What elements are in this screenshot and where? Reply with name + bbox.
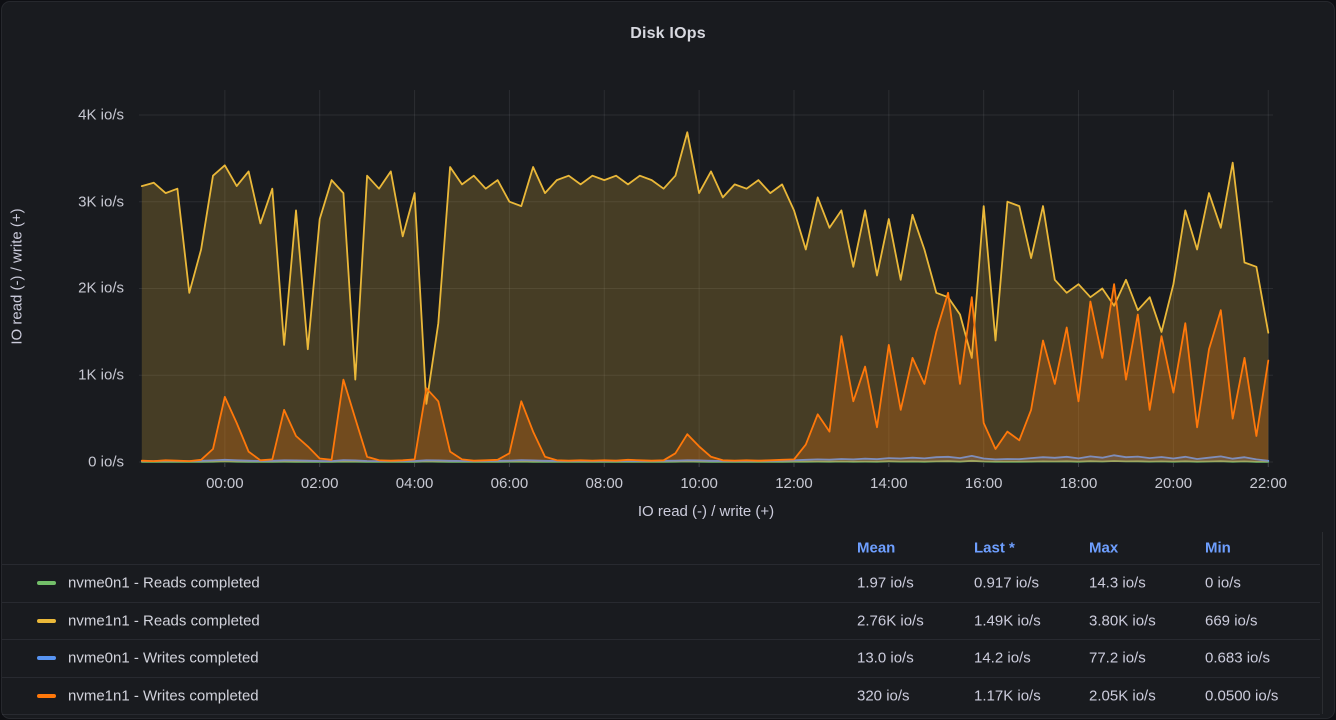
x-tick-label: 18:00 <box>1059 475 1098 492</box>
legend-value-last: 1.49K io/s <box>974 612 1041 630</box>
series-color-swatch[interactable] <box>37 693 56 698</box>
x-tick-label: 12:00 <box>775 475 813 492</box>
x-tick-label: 16:00 <box>964 475 1003 492</box>
y-tick-label: 3K io/s <box>78 193 124 211</box>
legend-value-mean: 320 io/s <box>857 687 910 705</box>
legend-value-last: 0.917 io/s <box>974 574 1040 592</box>
legend-row-nvme1n1-writes-completed: nvme1n1 - Writes completed 320 io/s 1.17K … <box>2 676 1320 715</box>
series-label[interactable]: nvme1n1 - Reads completed <box>68 612 260 630</box>
legend-row-nvme0n1-reads-completed: nvme0n1 - Reads completed 1.97 io/s 0.917 … <box>2 564 1320 602</box>
series-color-swatch[interactable] <box>37 581 56 586</box>
legend-header: Mean Last * Max Min <box>2 532 1320 564</box>
series-label[interactable]: nvme0n1 - Reads completed <box>68 574 260 592</box>
legend-col-min[interactable]: Min <box>1205 539 1231 557</box>
x-axis-title: IO read (-) / write (+) <box>637 503 775 520</box>
area-fill-nvme1n1-writes-completed <box>141 284 1269 462</box>
legend-value-last: 14.2 io/s <box>974 649 1031 667</box>
x-tick-label: 10:00 <box>680 475 718 492</box>
legend-row-nvme0n1-writes-completed: nvme0n1 - Writes completed 13.0 io/s 14.2 … <box>2 639 1320 677</box>
x-tick-label: 02:00 <box>300 475 339 492</box>
legend-col-last[interactable]: Last * <box>974 539 1015 557</box>
series-label[interactable]: nvme0n1 - Writes completed <box>68 649 259 667</box>
x-tick-label: 06:00 <box>490 475 529 492</box>
y-tick-label: 1K io/s <box>78 366 124 384</box>
legend-value-mean: 2.76K io/s <box>857 612 924 630</box>
area-fill-nvme0n1-writes-completed <box>141 455 1269 462</box>
area-fill-nvme1n1-reads-completed <box>141 132 1269 463</box>
series-line-nvme1n1-writes-completed <box>140 283 1270 462</box>
legend-value-mean: 1.97 io/s <box>857 574 914 592</box>
series-color-swatch[interactable] <box>37 656 56 661</box>
legend-row-nvme1n1-reads-completed: nvme1n1 - Reads completed 2.76K io/s 1.49K… <box>2 601 1320 640</box>
legend-value-min: 669 io/s <box>1205 612 1258 630</box>
legend-value-mean: 13.0 io/s <box>857 649 914 667</box>
legend-value-max: 2.05K io/s <box>1089 687 1156 705</box>
iops-chart-plot-area[interactable] <box>139 90 1273 470</box>
x-tick-label: 14:00 <box>870 475 908 492</box>
legend-col-mean[interactable]: Mean <box>857 539 896 557</box>
x-tick-label: 20:00 <box>1154 475 1193 492</box>
series-label[interactable]: nvme1n1 - Writes completed <box>68 687 259 705</box>
legend-value-max: 14.3 io/s <box>1089 574 1146 592</box>
x-tick-label: 04:00 <box>395 475 434 492</box>
x-tick-label: 08:00 <box>585 475 624 492</box>
series-line-nvme0n1-writes-completed <box>140 454 1270 462</box>
y-axis-title: IO read (-) / write (+) <box>8 208 26 345</box>
y-tick-label: 2K io/s <box>78 279 124 297</box>
legend-value-max: 77.2 io/s <box>1089 649 1146 667</box>
legend-value-last: 1.17K io/s <box>974 687 1041 705</box>
x-tick-label: 00:00 <box>206 475 244 492</box>
x-tick-label: 22:00 <box>1249 475 1288 492</box>
legend-col-max[interactable]: Max <box>1089 539 1119 557</box>
series-line-nvme1n1-reads-completed <box>140 131 1270 405</box>
legend-value-min: 0.0500 io/s <box>1205 687 1279 705</box>
legend-value-min: 0.683 io/s <box>1205 649 1271 667</box>
legend-scrollbar-track[interactable] <box>1322 532 1323 714</box>
legend-value-min: 0 io/s <box>1205 574 1241 592</box>
series-color-swatch[interactable] <box>37 618 56 623</box>
legend-table: Mean Last * Max Min nvme0n1 - Reads complet… <box>2 532 1320 715</box>
grid-lines <box>139 90 1273 467</box>
panel-title[interactable]: Disk IOps <box>630 25 706 42</box>
y-tick-label: 4K io/s <box>78 106 124 124</box>
legend-value-max: 3.80K io/s <box>1089 612 1156 630</box>
y-tick-label: 0 io/s <box>88 453 124 471</box>
